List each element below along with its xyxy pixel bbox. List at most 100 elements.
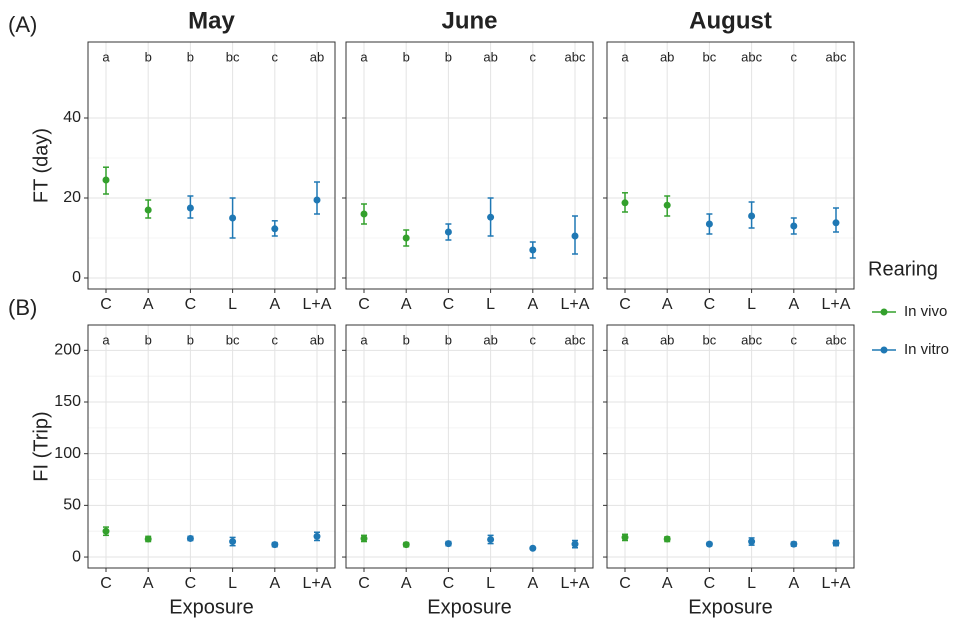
mean-point bbox=[229, 214, 237, 222]
panel-border bbox=[606, 324, 855, 569]
mean-point bbox=[571, 540, 579, 548]
annotation: ab bbox=[483, 332, 497, 347]
x-tick-label: C bbox=[704, 575, 716, 592]
mean-point bbox=[748, 538, 756, 546]
mean-point bbox=[790, 222, 798, 230]
mean-point bbox=[444, 228, 452, 236]
mean-point bbox=[313, 196, 321, 204]
x-tick-label: C bbox=[358, 575, 370, 592]
annotation: a bbox=[621, 49, 629, 64]
x-tick-label: C bbox=[358, 296, 370, 313]
x-tick-label: A bbox=[662, 296, 673, 313]
y-tick-label: 100 bbox=[54, 445, 81, 462]
x-tick-label: A bbox=[143, 296, 154, 313]
annotation: b bbox=[403, 332, 410, 347]
x-tick-label: A bbox=[401, 575, 412, 592]
mean-point bbox=[186, 534, 194, 542]
annotation: bc bbox=[226, 332, 240, 347]
x-tick-label: C bbox=[443, 296, 455, 313]
legend-label: In vivo bbox=[904, 303, 947, 320]
x-tick-label: L bbox=[486, 575, 495, 592]
y-tick-label: 40 bbox=[63, 109, 81, 126]
x-axis-title: Exposure bbox=[169, 596, 254, 618]
annotation: a bbox=[360, 332, 368, 347]
x-tick-label: A bbox=[788, 575, 799, 592]
x-tick-label: C bbox=[443, 575, 455, 592]
mean-point bbox=[529, 246, 537, 254]
panel-title: May bbox=[188, 7, 235, 34]
x-tick-label: C bbox=[185, 296, 197, 313]
annotation: bc bbox=[703, 332, 717, 347]
annotation: a bbox=[102, 49, 110, 64]
y-tick-label: 50 bbox=[63, 497, 81, 514]
mean-point bbox=[621, 199, 629, 207]
annotation: abc bbox=[565, 332, 586, 347]
mean-point bbox=[832, 219, 840, 227]
panel-background bbox=[607, 325, 854, 568]
panel-background bbox=[88, 325, 335, 568]
y-tick-label: 20 bbox=[63, 189, 81, 206]
x-tick-label: L+A bbox=[303, 296, 332, 313]
legend-label: In vitro bbox=[904, 341, 949, 358]
panel-border bbox=[345, 324, 594, 569]
mean-point bbox=[144, 206, 152, 214]
annotation: ab bbox=[310, 332, 324, 347]
x-tick-label: C bbox=[704, 296, 716, 313]
mean-point bbox=[313, 532, 321, 540]
panel-label: (A) bbox=[8, 12, 37, 37]
mean-point bbox=[102, 176, 110, 184]
panel-background bbox=[346, 325, 593, 568]
annotation: c bbox=[530, 49, 537, 64]
x-tick-label: C bbox=[185, 575, 197, 592]
mean-point bbox=[271, 541, 279, 549]
x-tick-label: A bbox=[269, 575, 280, 592]
annotation: c bbox=[530, 332, 537, 347]
x-tick-label: L bbox=[228, 296, 237, 313]
legend-dot bbox=[880, 308, 888, 316]
annotation: abc bbox=[741, 332, 762, 347]
annotation: bc bbox=[703, 49, 717, 64]
x-tick-label: A bbox=[662, 575, 673, 592]
panel-border bbox=[345, 41, 594, 290]
mean-point bbox=[748, 212, 756, 220]
y-tick-label: 0 bbox=[72, 548, 81, 565]
x-tick-label: L+A bbox=[822, 575, 851, 592]
annotation: b bbox=[145, 49, 152, 64]
annotation: c bbox=[791, 49, 798, 64]
x-tick-label: L bbox=[486, 296, 495, 313]
annotation: a bbox=[621, 332, 629, 347]
mean-point bbox=[487, 213, 495, 221]
x-tick-label: C bbox=[619, 296, 631, 313]
annotation: abc bbox=[826, 332, 847, 347]
annotation: b bbox=[187, 332, 194, 347]
x-tick-label: L bbox=[747, 575, 756, 592]
x-tick-label: C bbox=[619, 575, 631, 592]
annotation: c bbox=[791, 332, 798, 347]
y-tick-label: 150 bbox=[54, 393, 81, 410]
panel-title: June bbox=[441, 7, 497, 34]
annotation: a bbox=[360, 49, 368, 64]
x-tick-label: L+A bbox=[561, 575, 590, 592]
annotation: abc bbox=[826, 49, 847, 64]
y-tick-label: 0 bbox=[72, 269, 81, 286]
panel-background bbox=[607, 42, 854, 289]
annotation: b bbox=[445, 332, 452, 347]
annotation: abc bbox=[741, 49, 762, 64]
x-tick-label: L+A bbox=[561, 296, 590, 313]
x-tick-label: C bbox=[100, 296, 112, 313]
panel-border bbox=[87, 324, 336, 569]
annotation: bc bbox=[226, 49, 240, 64]
mean-point bbox=[705, 540, 713, 548]
mean-point bbox=[790, 540, 798, 548]
annotation: ab bbox=[310, 49, 324, 64]
mean-point bbox=[663, 535, 671, 543]
x-tick-label: A bbox=[401, 296, 412, 313]
mean-point bbox=[832, 539, 840, 547]
mean-point bbox=[271, 225, 279, 233]
mean-point bbox=[102, 527, 110, 535]
mean-point bbox=[186, 204, 194, 212]
x-tick-label: C bbox=[100, 575, 112, 592]
annotation: c bbox=[272, 49, 279, 64]
x-tick-label: A bbox=[788, 296, 799, 313]
